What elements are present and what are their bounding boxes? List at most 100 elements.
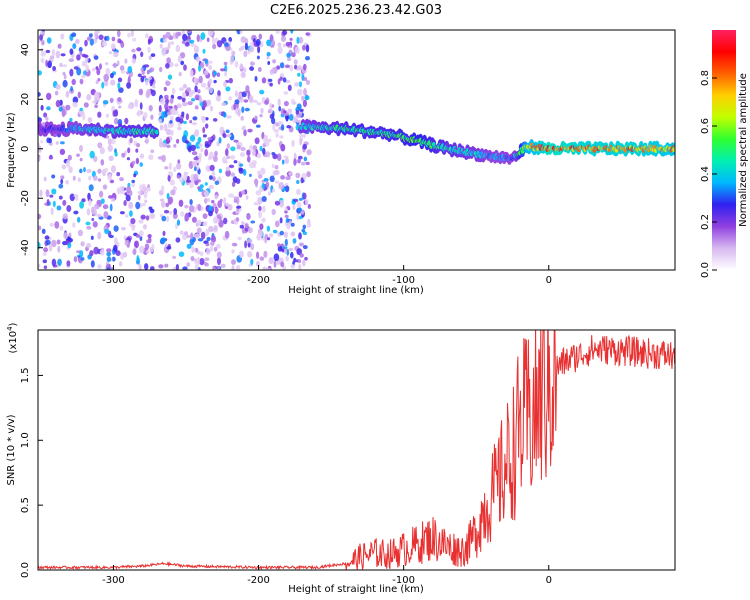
spectrogram-speckle bbox=[284, 157, 289, 164]
spectrogram-speckle bbox=[202, 100, 208, 108]
spectrogram-speckle bbox=[177, 31, 181, 37]
spectrogram-speckle bbox=[205, 117, 209, 121]
spectrogram-speckle bbox=[167, 74, 173, 80]
spectrogram-speckle bbox=[187, 101, 193, 106]
spectrogram-speckle bbox=[213, 155, 218, 162]
spectrogram-speckle bbox=[200, 61, 205, 69]
spectrogram-speckle bbox=[39, 31, 45, 35]
spectrogram-speckle bbox=[73, 210, 79, 215]
spectrogram-speckle bbox=[110, 43, 116, 50]
spectrogram-speckle bbox=[181, 96, 186, 103]
spectrogram-speckle bbox=[208, 184, 214, 190]
spectrogram-speckle bbox=[77, 177, 81, 182]
spectrogram-speckle bbox=[51, 174, 56, 179]
spectrogram-speckle bbox=[206, 237, 211, 241]
spectrogram-speckle bbox=[89, 38, 94, 46]
colorbar-label: Normalized spectral amplitude bbox=[738, 73, 749, 227]
spectrogram-speckle bbox=[181, 111, 185, 117]
spectrogram-speckle bbox=[160, 198, 165, 202]
spectrogram-speckle bbox=[61, 109, 66, 118]
spectrogram-speckle bbox=[79, 144, 83, 153]
spectrogram-speckle bbox=[254, 115, 258, 120]
spectrogram-speckle bbox=[182, 101, 188, 107]
spectrogram-speckle bbox=[238, 167, 243, 172]
spectrogram-speckle bbox=[279, 62, 285, 69]
spectrogram-speckle bbox=[257, 45, 261, 54]
spectrogram-speckle bbox=[244, 223, 249, 229]
spectrogram-speckle bbox=[46, 92, 52, 101]
spectrogram-speckle bbox=[72, 96, 79, 104]
spectrogram-speckle bbox=[280, 175, 285, 180]
spectrogram-speckle bbox=[81, 53, 87, 58]
spectrogram-speckle bbox=[256, 102, 262, 106]
spectrogram-speckle bbox=[296, 188, 301, 196]
spectrogram-speckle bbox=[298, 36, 304, 44]
spectrogram-speckle bbox=[241, 106, 245, 113]
spectrogram-speckle bbox=[76, 153, 80, 157]
spectrogram-speckle bbox=[249, 173, 252, 177]
spectrogram-speckle bbox=[295, 172, 301, 179]
spectrogram-speckle bbox=[243, 99, 249, 103]
spectrogram-speckle bbox=[103, 73, 109, 82]
spectrogram-noise-layer bbox=[38, 30, 312, 270]
spectrogram-speckle bbox=[305, 56, 310, 61]
spectrogram-speckle bbox=[62, 199, 67, 206]
spectrogram-frame bbox=[37, 29, 676, 271]
spectrogram-speckle bbox=[112, 110, 116, 117]
spectrogram-speckle bbox=[302, 259, 306, 267]
y-tick-label: 0.5 bbox=[20, 497, 31, 513]
spectrogram-speckle bbox=[197, 89, 201, 94]
spectrogram-speckle bbox=[116, 187, 122, 195]
spectrogram-speckle bbox=[274, 220, 280, 228]
spectrogram-speckle bbox=[228, 77, 233, 84]
spectrogram-speckle bbox=[234, 99, 240, 105]
spectrogram-speckle bbox=[147, 184, 151, 189]
spectrogram-speckle bbox=[175, 116, 181, 122]
spectrogram-speckle bbox=[285, 41, 291, 47]
spectrogram-speckle bbox=[194, 233, 200, 239]
spectrogram-speckle bbox=[244, 107, 250, 112]
spectrogram-speckle bbox=[255, 38, 261, 47]
spectrogram-speckle bbox=[38, 225, 42, 231]
spectrogram-speckle bbox=[91, 218, 95, 221]
spectrogram-speckle bbox=[148, 105, 153, 112]
spectrogram-speckle bbox=[77, 229, 83, 237]
snr-panel: -300 -200 -100 0 0.0 0.5 1.0 1.5 Height of str… bbox=[6, 322, 676, 595]
spectrogram-speckle bbox=[127, 75, 131, 84]
spectrogram-speckle bbox=[226, 155, 230, 160]
spectrogram-speckle bbox=[195, 56, 201, 62]
colorbar-tick-label: 0.8 bbox=[700, 70, 711, 86]
spectrogram-speckle bbox=[222, 112, 227, 118]
spectrogram-speckle bbox=[225, 86, 231, 92]
spectrogram-speckle bbox=[286, 125, 292, 129]
spectrogram-speckle bbox=[68, 166, 73, 174]
spectrogram-speckle bbox=[176, 163, 182, 170]
spectrogram-speckle bbox=[193, 156, 199, 161]
spectrogram-speckle bbox=[89, 150, 95, 159]
spectrogram-speckle bbox=[173, 208, 178, 215]
spectrogram-speckle bbox=[264, 151, 271, 158]
spectrogram-speckle bbox=[206, 37, 210, 42]
spectrogram-speckle bbox=[247, 128, 253, 133]
spectrogram-speckle bbox=[208, 225, 214, 233]
spectrogram-speckle bbox=[126, 157, 130, 161]
spectrogram-speckle bbox=[97, 168, 102, 174]
spectrogram-speckle bbox=[167, 175, 171, 182]
spectrogram-speckle bbox=[228, 193, 234, 198]
spectrogram-speckle bbox=[149, 213, 155, 219]
spectrogram-speckle bbox=[245, 195, 249, 200]
spectrogram-speckle bbox=[106, 267, 111, 270]
spectrogram-speckle bbox=[189, 39, 195, 44]
spectrogram-speckle bbox=[290, 30, 294, 34]
spectrogram-speckle bbox=[91, 100, 97, 104]
spectrogram-speckle bbox=[142, 203, 146, 207]
spectrogram-speckle bbox=[250, 61, 255, 66]
spectrogram-speckle bbox=[269, 34, 274, 42]
spectrogram-speckle bbox=[130, 30, 134, 37]
spectrogram-speckle bbox=[185, 113, 189, 121]
spectrogram-speckle bbox=[288, 114, 294, 121]
spectrogram-speckle bbox=[231, 181, 236, 188]
spectrogram-speckle bbox=[226, 133, 232, 138]
spectrogram-speckle bbox=[186, 243, 192, 249]
spectrogram-speckle bbox=[55, 99, 61, 108]
